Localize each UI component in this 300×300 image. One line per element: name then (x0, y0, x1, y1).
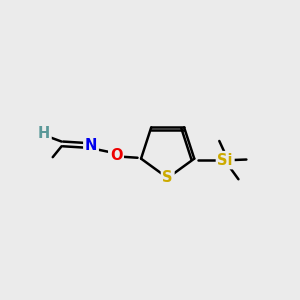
Text: N: N (85, 138, 97, 153)
Text: O: O (110, 148, 122, 163)
Text: S: S (162, 170, 173, 185)
Text: H: H (38, 126, 50, 141)
Text: Si: Si (218, 153, 233, 168)
